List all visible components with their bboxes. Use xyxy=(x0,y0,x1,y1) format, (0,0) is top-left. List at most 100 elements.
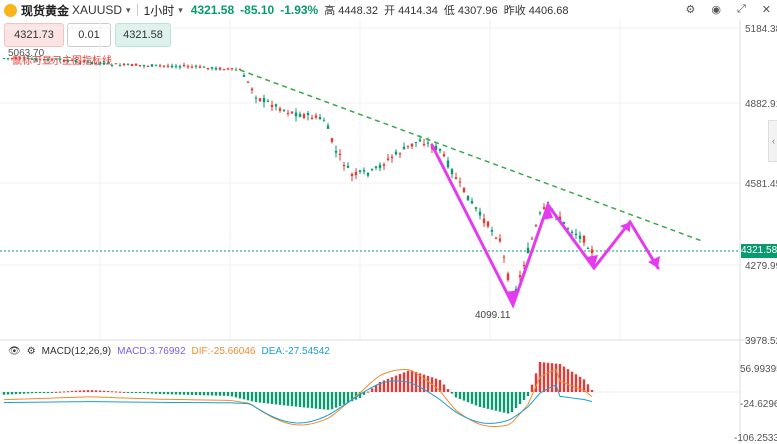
candle-body xyxy=(150,64,154,67)
candle-body xyxy=(142,65,146,67)
candle-body xyxy=(566,228,570,230)
candle-body xyxy=(222,69,226,71)
scroll-handle[interactable]: ‹ xyxy=(768,120,777,162)
candle-body xyxy=(426,142,430,144)
macd-histogram-bar xyxy=(410,370,414,392)
macd-histogram-bar xyxy=(590,390,594,392)
macd-histogram-bar xyxy=(386,378,390,392)
symbol-code[interactable]: XAUUSD xyxy=(72,3,123,17)
macd-histogram-bar xyxy=(62,391,66,393)
candle-body xyxy=(14,57,18,60)
eye-icon[interactable]: 👁 xyxy=(8,346,21,357)
candle-body xyxy=(422,144,426,146)
candle-body xyxy=(122,63,126,66)
dea-value-number: -27.54542 xyxy=(284,346,330,357)
candle-body xyxy=(62,59,66,62)
settings-icon[interactable]: ⚙ xyxy=(26,346,36,357)
candle-body xyxy=(274,104,278,107)
macd-indicator-name[interactable]: MACD(12,26,9) xyxy=(41,346,112,357)
symbol-header: 现货黄金 XAUUSD ▾ 1小时 ▾ 4321.58 -85.10 -1.93… xyxy=(0,0,777,20)
macd-histogram-bar xyxy=(242,392,246,400)
macd-histogram-bar xyxy=(170,392,174,395)
chart-toolbar: ⚙ ◉ ⤢ ✕ xyxy=(685,3,771,16)
candle-body xyxy=(94,62,98,64)
macd-histogram-bar xyxy=(350,392,354,402)
candle-body xyxy=(118,65,122,67)
macd-histogram-bar xyxy=(66,391,70,393)
timeframe-selector[interactable]: 1小时 xyxy=(143,3,175,18)
macd-histogram-bar xyxy=(470,392,474,404)
camera-icon[interactable]: ◉ xyxy=(711,4,721,16)
symbol-dropdown-icon[interactable]: ▾ xyxy=(126,4,131,15)
candle-body xyxy=(250,88,254,91)
gear-icon[interactable]: ⚙ xyxy=(685,4,696,16)
macd-histogram-bar xyxy=(202,392,206,396)
macd-histogram-bar xyxy=(282,392,286,406)
macd-histogram-bar xyxy=(542,362,546,392)
candle-body xyxy=(458,181,462,183)
candle-body xyxy=(506,273,510,281)
candle-body xyxy=(170,65,174,68)
price-tick: 4882.91 xyxy=(745,99,777,110)
close-icon[interactable]: ✕ xyxy=(761,4,771,16)
candle-body xyxy=(162,65,166,67)
macd-histogram-bar xyxy=(382,380,386,392)
macd-histogram-bar xyxy=(298,392,302,407)
macd-histogram-bar xyxy=(246,392,250,401)
sell-button[interactable]: 4321.73 xyxy=(4,23,64,47)
macd-histogram-bar xyxy=(370,388,374,392)
macd-histogram-bar xyxy=(474,392,478,406)
macd-value-number: 3.76992 xyxy=(149,346,186,357)
candle-body xyxy=(234,69,238,71)
macd-histogram-bar xyxy=(570,371,574,392)
candle-body xyxy=(294,112,298,117)
candle-body xyxy=(342,164,346,166)
candle-body xyxy=(198,66,202,68)
dea-value: DEA:-27.54542 xyxy=(261,346,329,357)
timeframe-dropdown-icon[interactable]: ▾ xyxy=(178,4,183,15)
symbol-name[interactable]: 现货黄金 xyxy=(21,3,70,18)
macd-legend: 👁 ⚙ MACD(12,26,9) MACD:3.76992 DIF:-25.6… xyxy=(8,346,330,357)
candle-body xyxy=(166,65,170,67)
candle-body xyxy=(574,233,578,236)
candle-body xyxy=(146,65,150,67)
macd-histogram-bar xyxy=(390,377,394,392)
candle-body xyxy=(370,169,374,171)
candle-body xyxy=(358,170,362,173)
macd-histogram-bar xyxy=(450,392,454,394)
arrowhead-final xyxy=(648,256,660,268)
macd-histogram-bar xyxy=(118,391,122,393)
candle-body xyxy=(242,75,246,77)
candle-body xyxy=(386,158,390,160)
candle-body xyxy=(210,67,214,69)
macd-histogram-bar xyxy=(162,392,166,395)
candle-body xyxy=(438,148,442,151)
macd-histogram-bar xyxy=(462,392,466,401)
macd-histogram-bar xyxy=(94,390,98,392)
candle-body xyxy=(582,235,586,243)
macd-histogram-bar xyxy=(466,392,470,403)
candle-body xyxy=(206,67,210,70)
macd-histogram-bar xyxy=(558,364,562,392)
fullscreen-icon[interactable]: ⤢ xyxy=(736,3,746,15)
candle-body xyxy=(394,151,398,155)
candle-body xyxy=(50,59,54,61)
macd-value: MACD:3.76992 xyxy=(117,346,185,357)
macd-histogram-bar xyxy=(494,392,498,411)
buy-button[interactable]: 4321.58 xyxy=(115,23,171,47)
candle-body xyxy=(286,112,290,114)
candle-body xyxy=(266,100,270,102)
candle-body xyxy=(558,216,562,221)
candle-body xyxy=(194,65,198,67)
price-tick: 4581.45 xyxy=(745,179,777,190)
candle-body xyxy=(74,60,78,63)
arrowheads xyxy=(505,205,660,305)
candle-body xyxy=(34,58,38,61)
macd-histogram-bar xyxy=(14,392,18,395)
candle-body xyxy=(526,247,530,254)
arrowhead-peak xyxy=(541,205,553,220)
candle-body xyxy=(258,98,262,101)
dif-value-number: -25.66046 xyxy=(210,346,256,357)
quantity-input[interactable]: 0.01 xyxy=(67,23,111,47)
